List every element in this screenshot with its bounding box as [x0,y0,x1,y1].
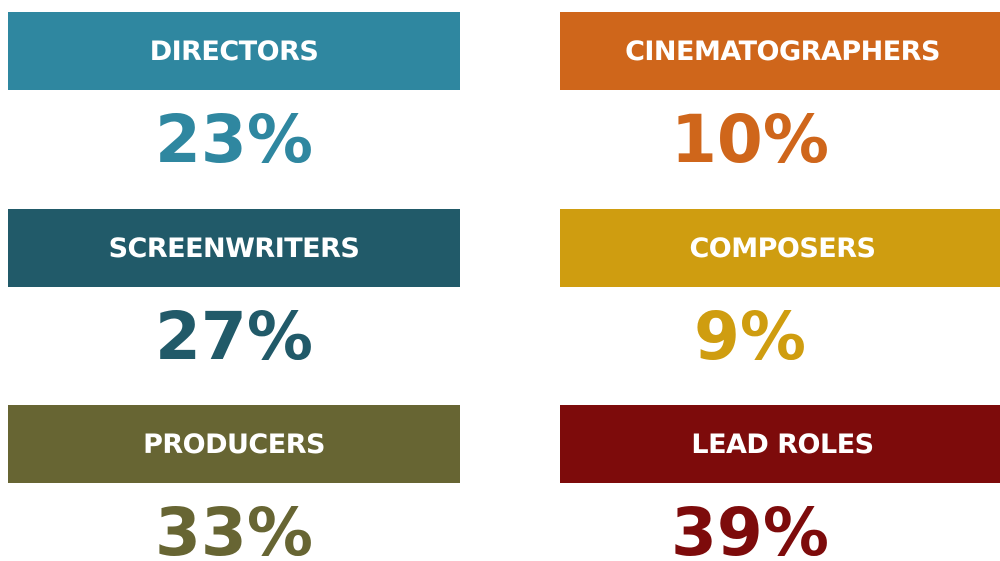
category-banner: CINEMATOGRAPHERS [560,12,1000,90]
category-banner: COMPOSERS [560,209,1000,287]
category-banner: DIRECTORS [8,12,460,90]
percentage: 10% [671,101,829,178]
percentage: 39% [671,494,829,561]
percentage: 33% [155,494,313,561]
percentage: 27% [155,298,313,375]
percentage: 9% [693,298,807,375]
percentage: 23% [155,101,313,178]
category-banner: SCREENWRITERS [8,209,460,287]
category-banner: LEAD ROLES [560,405,1000,483]
category-banner: PRODUCERS [8,405,460,483]
